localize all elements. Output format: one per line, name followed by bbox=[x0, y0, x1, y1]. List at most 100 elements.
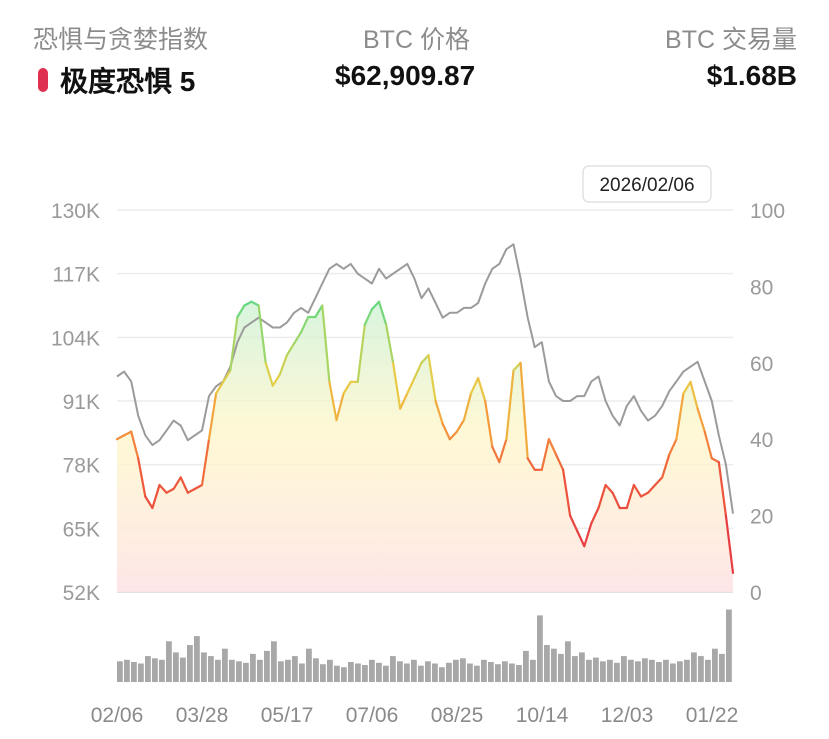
volume-bar bbox=[208, 656, 214, 682]
volume-bar bbox=[327, 659, 333, 682]
volume-bar bbox=[404, 663, 410, 682]
volume-bar bbox=[607, 659, 613, 682]
volume-bar bbox=[516, 665, 522, 682]
fear-greed-segment bbox=[392, 361, 402, 410]
date-tick: 03/28 bbox=[176, 704, 229, 727]
fear-greed-segment bbox=[236, 304, 246, 319]
fear-greed-segment bbox=[484, 399, 494, 448]
volume-bar bbox=[432, 663, 438, 682]
volume-bar bbox=[425, 661, 431, 682]
btc-volume-label: BTC 交易量 bbox=[665, 26, 797, 54]
volume-bar bbox=[222, 648, 228, 682]
volume-bar bbox=[656, 662, 662, 682]
volume-bar bbox=[621, 656, 627, 682]
fear-greed-segment bbox=[441, 422, 451, 441]
fear-greed-segment bbox=[526, 457, 536, 471]
fear-greed-tick: 80 bbox=[750, 276, 773, 299]
fear-greed-segment bbox=[427, 354, 437, 403]
volume-bar bbox=[418, 665, 424, 682]
fear-greed-segment bbox=[193, 483, 204, 490]
volume-bar bbox=[306, 648, 312, 682]
fear-greed-segment bbox=[498, 438, 508, 464]
fear-greed-segment bbox=[639, 491, 650, 498]
fear-greed-segment bbox=[519, 361, 529, 460]
fear-greed-segment bbox=[568, 514, 579, 533]
volume-bar bbox=[264, 650, 270, 682]
tooltip-date: 2026/02/06 bbox=[599, 175, 694, 196]
fear-greed-segment bbox=[278, 354, 288, 376]
volume-bar bbox=[572, 656, 578, 682]
fear-greed-segment bbox=[413, 361, 423, 380]
volume-bar bbox=[593, 657, 599, 682]
volume-bar bbox=[523, 650, 529, 682]
volume-bar bbox=[383, 665, 389, 682]
volume-bar bbox=[439, 667, 445, 682]
fear-greed-value-group: 极度恐惧 5 bbox=[38, 60, 195, 100]
fear-greed-segment bbox=[250, 300, 260, 307]
fear-greed-segment bbox=[165, 487, 175, 494]
price-axis: 130K 117K 104K 91K 78K 65K 52K bbox=[51, 200, 100, 605]
volume-bar bbox=[201, 652, 207, 682]
price-tick: 52K bbox=[63, 582, 100, 605]
volume-bar bbox=[271, 641, 277, 682]
volume-bar bbox=[614, 662, 620, 682]
fear-greed-segment bbox=[724, 514, 735, 575]
fear-greed-segment bbox=[653, 476, 664, 487]
volume-bar bbox=[509, 663, 515, 682]
volume-bar bbox=[460, 658, 466, 682]
volume-bar bbox=[313, 658, 319, 682]
volume-bar bbox=[152, 658, 158, 682]
date-tick: 07/06 bbox=[346, 704, 399, 727]
fear-greed-tick: 100 bbox=[750, 200, 785, 223]
fear-greed-segment bbox=[300, 315, 310, 334]
fear-greed-segment bbox=[328, 380, 338, 422]
volume-bar bbox=[530, 659, 536, 682]
fear-greed-segment bbox=[668, 438, 678, 456]
price-tick: 78K bbox=[63, 455, 100, 478]
volume-bar bbox=[397, 661, 403, 682]
volume-bar bbox=[558, 653, 564, 682]
fear-greed-segment bbox=[505, 369, 515, 441]
volume-bar bbox=[544, 645, 550, 682]
volume-bar bbox=[474, 665, 480, 682]
volume-bar bbox=[565, 641, 571, 682]
volume-bar bbox=[684, 659, 690, 682]
fear-greed-segment bbox=[200, 438, 211, 487]
fear-greed-segment bbox=[356, 323, 366, 383]
volume-bar bbox=[698, 656, 704, 682]
fear-greed-segment bbox=[370, 300, 381, 311]
fear-greed-segment bbox=[321, 304, 331, 383]
fear-greed-segment bbox=[469, 377, 480, 395]
volume-bar bbox=[586, 659, 592, 682]
volume-bar bbox=[453, 659, 459, 682]
price-tick: 91K bbox=[63, 391, 100, 414]
volume-bars bbox=[117, 609, 732, 682]
price-line bbox=[116, 243, 734, 514]
fear-greed-segment bbox=[696, 407, 706, 433]
volume-bar bbox=[194, 636, 200, 682]
date-tick: 10/14 bbox=[516, 704, 569, 727]
price-tick: 65K bbox=[63, 518, 100, 541]
fear-greed-segment bbox=[561, 468, 572, 517]
fear-greed-segment bbox=[703, 430, 713, 460]
volume-bar bbox=[355, 663, 361, 682]
fear-greed-segment bbox=[576, 529, 586, 548]
fear-greed-segment bbox=[399, 392, 409, 410]
volume-bar bbox=[159, 659, 165, 682]
fear-greed-segment bbox=[583, 522, 593, 548]
fear-greed-segment bbox=[611, 491, 621, 510]
fear-greed-segment bbox=[158, 483, 168, 494]
fear-greed-segment bbox=[710, 457, 720, 464]
volume-bar bbox=[180, 657, 186, 682]
fear-greed-segment bbox=[632, 483, 643, 498]
fear-greed-label: 恐惧与贪婪指数 bbox=[33, 26, 209, 54]
volume-bar bbox=[376, 662, 382, 682]
date-tooltip: 2026/02/06 bbox=[582, 165, 712, 203]
fear-greed-segment bbox=[285, 342, 296, 357]
fear-greed-segment bbox=[597, 483, 607, 510]
fear-greed-segment bbox=[215, 380, 225, 395]
volume-bar bbox=[173, 652, 179, 682]
volume-bar bbox=[320, 664, 326, 682]
fear-greed-segment bbox=[292, 331, 303, 345]
